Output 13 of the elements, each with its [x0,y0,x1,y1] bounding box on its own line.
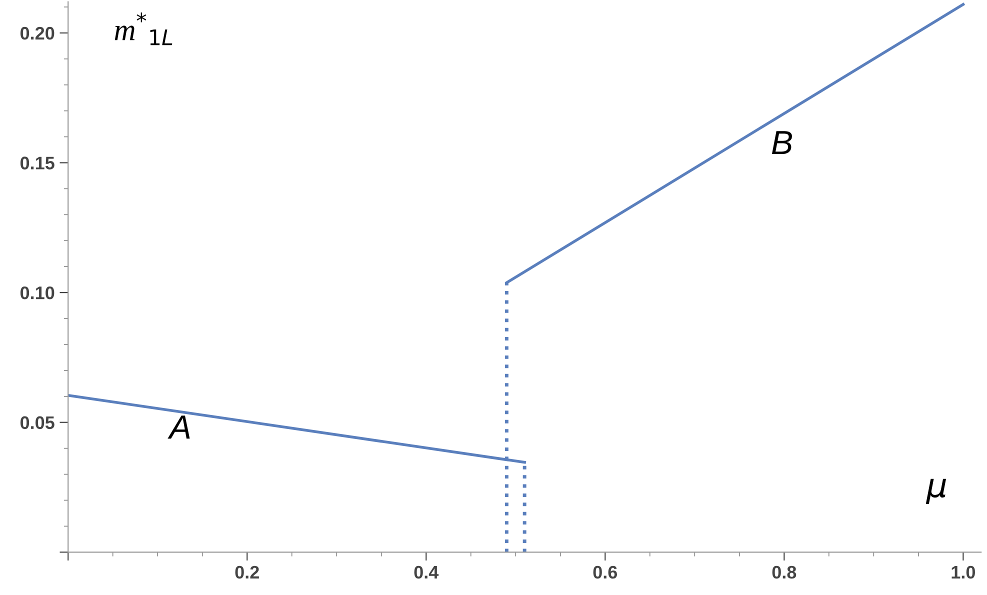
x-tick-label: 1.0 [952,566,975,579]
y-tick-label: 0.10 [20,286,54,300]
x-tick-label: 0.8 [772,566,796,579]
x-axis-title: μ [926,478,946,504]
x-tick-label: 0.6 [593,566,618,579]
y-axis-title: m$^{*}$$_{1L}$ [114,12,172,46]
y-tick-label: 0.20 [20,26,54,40]
y-tick-label: 0.05 [20,416,54,430]
x-tick-label: 0.4 [414,566,439,579]
y-tick-label: 0.15 [20,156,54,170]
x-tick-label: 0.2 [235,566,259,579]
annotation: B [772,131,792,154]
annotation: A [168,416,190,439]
